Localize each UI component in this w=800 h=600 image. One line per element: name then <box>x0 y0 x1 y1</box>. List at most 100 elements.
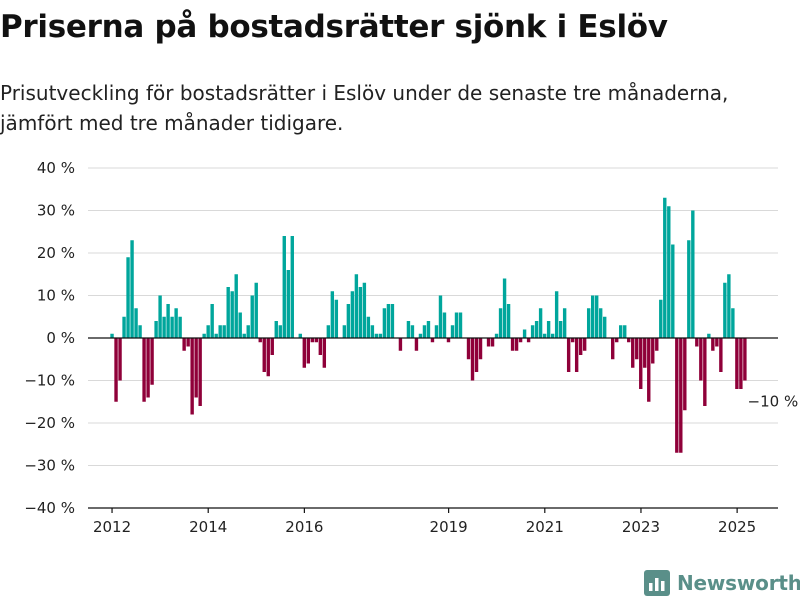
bar <box>342 325 347 338</box>
bar <box>314 338 319 343</box>
y-tick-label: 40 % <box>37 159 75 177</box>
bar <box>358 287 363 338</box>
bar <box>310 338 315 343</box>
bar <box>619 325 623 338</box>
bar <box>494 333 499 338</box>
last-value-label: −10 % <box>748 393 799 411</box>
bar <box>194 338 198 398</box>
bar <box>711 338 715 351</box>
bar <box>522 329 527 338</box>
bar <box>390 304 395 338</box>
bar <box>498 308 503 338</box>
bar <box>683 338 687 411</box>
bar <box>326 325 331 338</box>
bar <box>679 338 683 453</box>
y-tick-label: −30 % <box>24 457 75 475</box>
bar <box>354 274 359 338</box>
bar <box>695 338 699 347</box>
bar <box>506 304 511 338</box>
bar <box>306 338 310 364</box>
bar <box>639 338 643 389</box>
bar <box>406 321 411 338</box>
bar <box>691 210 695 338</box>
bar <box>422 325 427 338</box>
bar <box>290 236 294 338</box>
bar <box>330 291 335 338</box>
bar <box>126 257 130 338</box>
bar <box>643 338 647 368</box>
bars <box>110 197 747 453</box>
bar <box>398 338 403 351</box>
bar <box>603 316 607 338</box>
bar <box>238 312 242 338</box>
bar <box>350 291 355 338</box>
bar <box>687 240 691 338</box>
bar <box>627 338 631 343</box>
bar <box>186 338 190 347</box>
bar <box>214 333 218 338</box>
y-tick-label: 20 % <box>37 244 75 262</box>
bar <box>206 325 210 338</box>
bar <box>182 338 186 351</box>
bar <box>142 338 146 402</box>
bar <box>262 338 266 372</box>
bar <box>158 295 162 338</box>
bar <box>446 338 451 343</box>
bar <box>554 291 559 338</box>
axes <box>88 337 778 513</box>
bar <box>362 282 367 338</box>
chart-title: Priserna på bostadsrätter sjönk i Eslöv <box>0 9 668 45</box>
y-tick-label: −10 % <box>24 372 75 390</box>
bar <box>615 338 619 343</box>
bar <box>611 338 615 360</box>
bar <box>486 338 491 347</box>
bar <box>266 338 270 377</box>
bar <box>318 338 323 355</box>
bar <box>426 321 431 338</box>
bar <box>647 338 651 402</box>
bar <box>218 325 222 338</box>
bar <box>118 338 122 381</box>
bar <box>715 338 719 347</box>
bar <box>598 308 603 338</box>
bar <box>154 321 158 338</box>
bar <box>623 325 627 338</box>
bar <box>110 333 114 338</box>
bar <box>651 338 655 364</box>
bar <box>374 333 379 338</box>
bar <box>166 304 170 338</box>
bar <box>178 316 182 338</box>
bar <box>538 308 543 338</box>
bar <box>570 338 575 343</box>
bar <box>386 304 391 338</box>
bar <box>534 321 539 338</box>
x-tick-label: 2012 <box>93 518 131 536</box>
y-tick-label: −20 % <box>24 414 75 432</box>
bar <box>442 312 447 338</box>
bar <box>130 240 134 338</box>
bar <box>298 333 302 338</box>
bar <box>723 282 727 338</box>
bar <box>150 338 154 385</box>
x-tick-label: 2023 <box>622 518 660 536</box>
bar <box>514 338 519 351</box>
bar <box>594 295 599 338</box>
bar <box>434 325 439 338</box>
bar <box>546 321 551 338</box>
bar <box>739 338 743 389</box>
bar <box>202 333 206 338</box>
bar <box>582 338 587 351</box>
bar <box>466 338 471 360</box>
bar <box>510 338 515 351</box>
bar <box>458 312 463 338</box>
bar <box>254 282 258 338</box>
bar <box>258 338 262 343</box>
bar <box>282 236 286 338</box>
bar <box>731 308 735 338</box>
x-tick-label: 2019 <box>430 518 468 536</box>
newsworthy-logo-icon <box>644 570 670 596</box>
x-tick-label: 2014 <box>189 518 227 536</box>
bar <box>198 338 202 406</box>
bar <box>450 325 455 338</box>
